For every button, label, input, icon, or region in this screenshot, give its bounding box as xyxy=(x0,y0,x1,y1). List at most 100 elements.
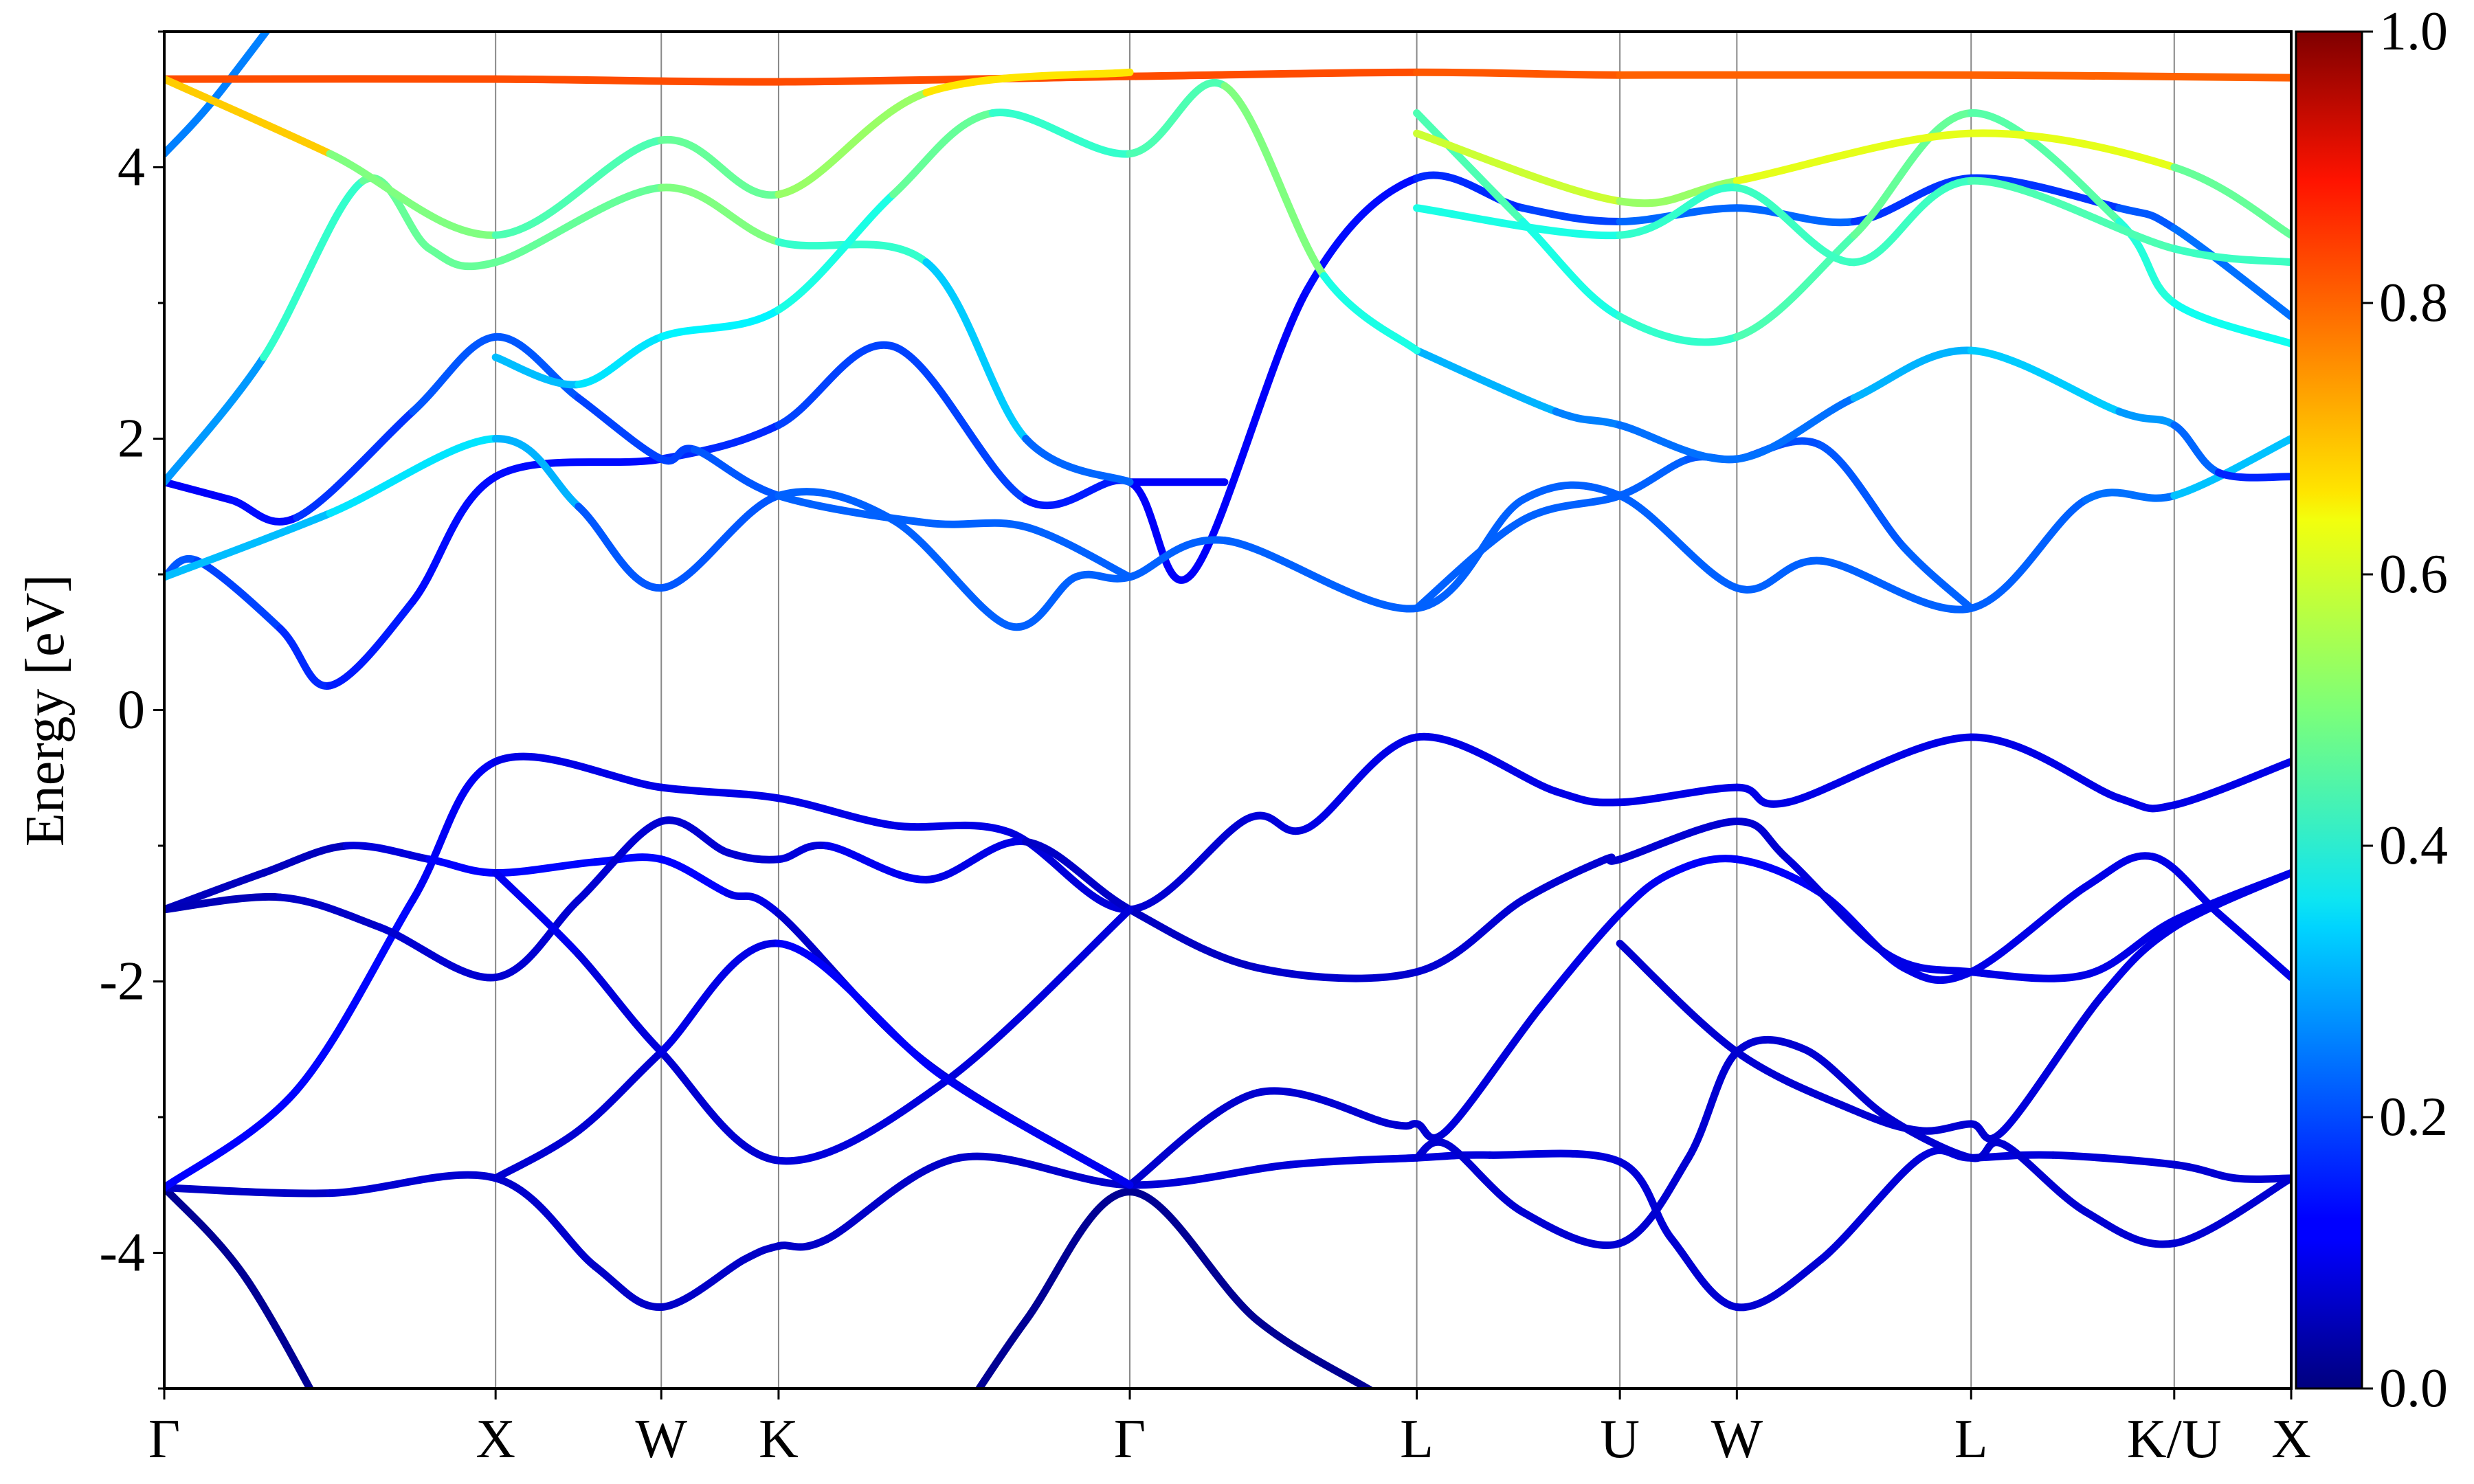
band-13-segment xyxy=(690,445,783,499)
band-12-segment xyxy=(164,509,334,581)
x-tick-label: X xyxy=(476,1409,515,1470)
band-12-segment xyxy=(2170,435,2291,499)
band-6-segment xyxy=(657,816,732,857)
band-11-segment xyxy=(276,625,334,690)
band-11-segment xyxy=(1126,478,1196,584)
band-6-segment xyxy=(1126,906,1262,972)
band-3-segment xyxy=(1967,733,2124,802)
y-axis: -4 -2 0 2 4 xyxy=(99,30,164,1390)
band-3-segment xyxy=(164,1086,301,1192)
band-11-segment xyxy=(193,556,285,633)
x-tick-label: Γ xyxy=(1114,1409,1146,1470)
band-2-segment xyxy=(955,1152,1134,1189)
band-23-segment xyxy=(1967,129,2178,171)
band-3-segment xyxy=(1732,783,1792,808)
band-6-segment xyxy=(1413,896,1527,976)
y-tick-label: 0 xyxy=(118,680,145,741)
y-tick-label: -4 xyxy=(99,1223,145,1283)
band-15-segment xyxy=(1616,455,1693,499)
band-16-segment xyxy=(1413,346,1560,416)
band-13-segment xyxy=(922,519,1030,531)
band-20-segment xyxy=(1732,231,1858,341)
band-9-segment xyxy=(1442,1140,1527,1216)
band-23-segment xyxy=(2170,164,2291,239)
band-6-segment xyxy=(1253,964,1421,982)
y-axis-label: Energy [eV] xyxy=(15,574,76,846)
band-6-segment xyxy=(575,817,665,904)
x-tick-label: Γ xyxy=(148,1409,180,1470)
band-2-segment xyxy=(491,1174,599,1270)
y-tick-label: 4 xyxy=(118,137,145,198)
band-5-segment xyxy=(1535,910,1624,1013)
band-6-segment xyxy=(1601,853,1624,865)
band-9-segment xyxy=(1684,1048,1741,1162)
band-2-segment xyxy=(591,1262,665,1312)
band-2-segment xyxy=(1126,1160,1295,1189)
band-8-segment xyxy=(575,1048,665,1135)
band-15-segment xyxy=(1413,516,1527,612)
colorbar-tick-label: 0.2 xyxy=(2379,1087,2448,1147)
band-6-segment xyxy=(1616,817,1741,864)
colorbar xyxy=(2295,30,2363,1390)
x-tick-label: U xyxy=(1600,1409,1640,1470)
band-10-segment xyxy=(1616,939,1741,1056)
band-18-segment xyxy=(164,353,268,486)
band-1-segment xyxy=(1126,1188,1262,1325)
band-6-segment xyxy=(724,848,783,864)
band-2-segment xyxy=(2049,1151,2178,1169)
band-13-segment xyxy=(226,495,301,526)
band-6-segment xyxy=(774,841,831,864)
band-12-segment xyxy=(1126,536,1229,581)
band-15-segment xyxy=(1817,441,1908,551)
band-16-segment xyxy=(1616,421,1741,464)
band-20-segment xyxy=(1850,109,1975,239)
band-4-segment xyxy=(491,858,599,877)
band-16-segment xyxy=(1850,346,1975,402)
band-24-segment xyxy=(1732,183,1858,267)
band-2-segment xyxy=(1732,1255,1825,1312)
band-5-segment xyxy=(1967,882,2091,976)
band-10-segment xyxy=(1732,1048,1858,1114)
band-12-segment xyxy=(1519,481,1624,504)
band-2-segment xyxy=(657,1255,748,1311)
band-3-segment xyxy=(1413,732,1560,796)
band-6-segment xyxy=(2082,917,2178,979)
band-7-segment xyxy=(657,1048,783,1165)
band-11-segment xyxy=(774,341,898,429)
band-13-segment xyxy=(657,445,698,465)
band-12-segment xyxy=(326,435,500,517)
band-9-segment xyxy=(1413,1138,1451,1162)
band-18-segment xyxy=(1022,435,1134,486)
band-19-segment xyxy=(774,190,898,314)
band-5-segment xyxy=(1253,1087,1394,1128)
band-5-segment xyxy=(1616,869,1676,918)
band-2-segment xyxy=(326,1171,500,1198)
band-2-segment xyxy=(740,1242,783,1263)
band-4-segment xyxy=(591,853,665,866)
band-24-segment xyxy=(1413,204,1624,240)
band-13-segment xyxy=(1022,523,1134,581)
band-8-segment xyxy=(939,1072,1134,1189)
band-23-segment xyxy=(1732,129,1975,185)
band-11-segment xyxy=(889,342,1030,504)
band-19-segment xyxy=(491,353,583,389)
band-16-segment xyxy=(1732,394,1858,463)
band-2-segment xyxy=(1413,1151,1494,1162)
band-15-segment xyxy=(1519,491,1624,524)
band-12-segment xyxy=(1817,556,1975,614)
band-3-segment xyxy=(1616,783,1741,807)
x-tick-label: W xyxy=(1711,1409,1763,1470)
band-22-segment xyxy=(164,75,334,158)
band-11-segment xyxy=(2115,204,2178,232)
band-6-segment xyxy=(1022,837,1134,914)
band-24-segment xyxy=(1850,177,1975,267)
band-3-segment xyxy=(491,752,665,791)
band-5-segment xyxy=(2214,910,2291,982)
band-11-segment xyxy=(2170,224,2291,321)
band-20-segment xyxy=(2170,299,2291,348)
band-4-segment xyxy=(657,855,732,897)
y-tick-label: 2 xyxy=(118,409,145,469)
band-4-segment xyxy=(724,889,783,918)
band-24-segment xyxy=(2170,245,2291,267)
